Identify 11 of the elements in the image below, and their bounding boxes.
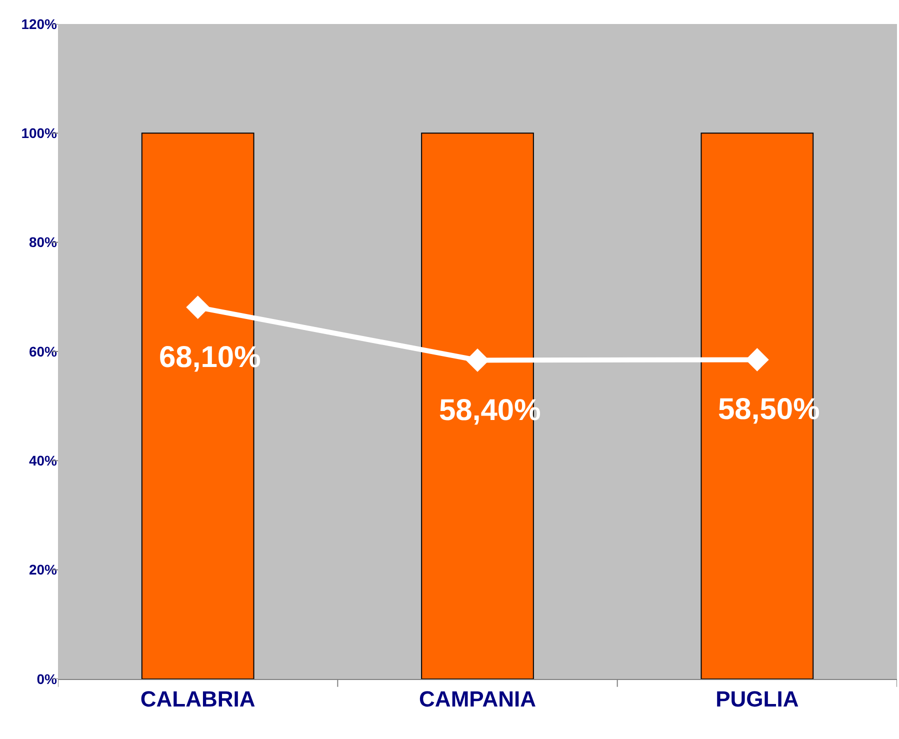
x-tick-label: CAMPANIA — [419, 686, 536, 712]
y-tick-label: 20% — [28, 562, 58, 578]
y-tick-label: 80% — [28, 234, 58, 250]
y-tick-label: 0% — [36, 670, 58, 687]
y-tick-label: 100% — [21, 125, 58, 142]
point — [186, 296, 210, 319]
x-tick-label: CALABRIA — [140, 686, 256, 712]
y-tick-label: 40% — [28, 452, 58, 469]
y-tick-label: 60% — [28, 343, 58, 360]
y-tick-label: 120% — [21, 16, 58, 32]
x-tick-label: PUGLIA — [716, 686, 799, 712]
